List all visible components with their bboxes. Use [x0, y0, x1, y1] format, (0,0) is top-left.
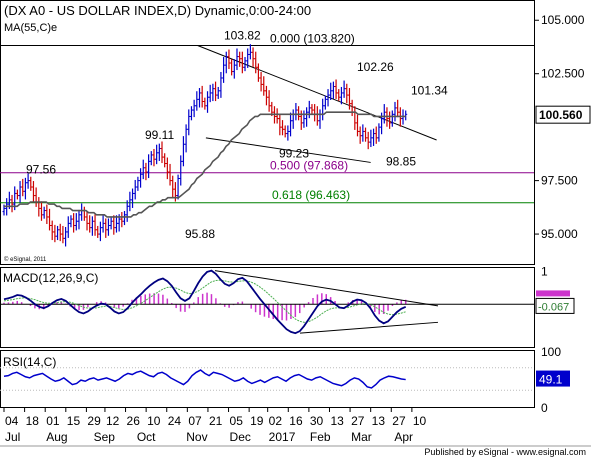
price-annotation: 103.82 [224, 28, 261, 42]
x-month-tick: Jul [5, 430, 20, 444]
ma-legend: MA(55,C)e [4, 22, 57, 34]
x-day-tick: 10 [147, 414, 161, 428]
x-month-tick: Apr [394, 430, 413, 444]
price-chart-title: (DX A0 - US DOLLAR INDEX,D) Dynamic,0:00… [4, 3, 311, 18]
ma-line [4, 111, 406, 218]
macd-value-box [535, 297, 575, 314]
price-y-tick: 102.500 [541, 67, 585, 81]
x-month-tick: Nov [186, 430, 207, 444]
fib-level-label: 0.618 (96.463) [272, 188, 350, 202]
x-day-tick: 19 [250, 414, 264, 428]
price-annotation: 98.85 [386, 155, 416, 169]
x-day-tick: 30 [310, 414, 324, 428]
macd-hist-marker [536, 290, 570, 297]
x-month-tick: Sep [94, 430, 116, 444]
macd-layer [0, 269, 534, 335]
axis-layer: 105.000 102.500 97.500 95.000 100.560 1 -0.067… [3, 13, 591, 444]
x-day-tick: 04 [5, 414, 19, 428]
rsi-y-tick: 0 [541, 401, 548, 415]
last-price-box [535, 105, 591, 124]
x-day-tick: 12 [106, 414, 120, 428]
x-day-tick: 10 [413, 414, 427, 428]
rsi-y-tick: 100 [541, 345, 561, 359]
x-day-tick: 27 [351, 414, 365, 428]
macd-trendline [214, 270, 439, 307]
x-month-tick: 2017 [269, 430, 296, 444]
x-day-tick: 21 [209, 414, 223, 428]
rsi-title: RSI(14,C) [3, 355, 56, 369]
x-day-tick: 16 [289, 414, 303, 428]
x-day-tick: 02 [269, 414, 283, 428]
x-day-tick: 15 [67, 414, 81, 428]
x-month-tick: Aug [46, 430, 67, 444]
macd-y-tick: 1 [541, 264, 548, 278]
rsi-panel[interactable] [0, 350, 535, 408]
x-day-tick: 26 [127, 414, 141, 428]
x-day-tick: 29 [87, 414, 101, 428]
macd-value-label: -0.067 [538, 301, 569, 313]
macd-trendline [299, 321, 439, 334]
price-y-tick: 97.500 [541, 174, 578, 188]
price-annotation: 101.34 [411, 84, 448, 98]
watermark: © eSignal, 2011 [4, 256, 47, 263]
rsi-value-box [536, 370, 570, 387]
x-month-tick: Mar [351, 430, 372, 444]
footer-published: Published by eSignal - www.esignal.com [424, 447, 586, 457]
price-annotation: 95.88 [185, 227, 215, 241]
fib-level-label: 0.500 (97.868) [270, 159, 348, 173]
trendline [205, 137, 371, 163]
macd-title: MACD(12,26,9,C) [3, 271, 98, 285]
x-month-tick: Oct [137, 430, 156, 444]
x-day-tick: 07 [188, 414, 202, 428]
x-day-tick: 13 [372, 414, 386, 428]
x-day-tick: 13 [330, 414, 344, 428]
price-layer: 0.000 (103.820) 0.500 (97.868) 0.618 (96.4… [0, 28, 534, 247]
macd-line [3, 269, 407, 335]
x-day-tick: 01 [46, 414, 60, 428]
last-price-label: 100.560 [539, 108, 583, 122]
x-day-tick: 24 [168, 414, 182, 428]
rsi-line [3, 369, 406, 389]
rsi-layer [0, 367, 534, 391]
fib-level-label: 0.000 (103.820) [270, 31, 355, 45]
price-annotation: 102.26 [357, 60, 394, 74]
price-y-tick: 105.000 [541, 13, 585, 27]
price-annotation: 99.23 [279, 147, 309, 161]
x-month-tick: Feb [310, 430, 331, 444]
x-day-tick: 18 [26, 414, 40, 428]
price-y-tick: 95.000 [541, 227, 578, 241]
price-panel[interactable] [0, 0, 535, 265]
price-annotation: 99.11 [145, 128, 174, 142]
price-annotation: 97.56 [26, 162, 56, 176]
x-day-tick: 05 [230, 414, 244, 428]
x-day-tick: 27 [392, 414, 406, 428]
x-month-tick: Dec [230, 430, 251, 444]
rsi-value-label: 49.1 [539, 373, 563, 387]
